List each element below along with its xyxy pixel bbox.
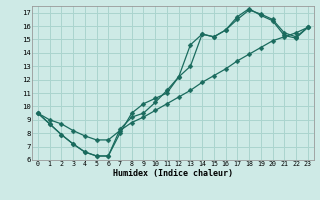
X-axis label: Humidex (Indice chaleur): Humidex (Indice chaleur) [113, 169, 233, 178]
